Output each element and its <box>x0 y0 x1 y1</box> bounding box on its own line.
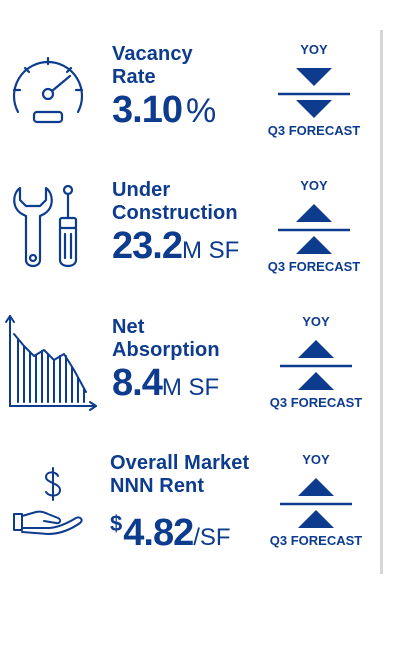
yoy-label: YOY <box>300 42 328 57</box>
yoy-up-arrow <box>298 478 334 496</box>
metric-under-construction: Under Construction 23.2M SF YOY Q3 FOREC… <box>0 174 378 284</box>
forecast-up-arrow <box>298 510 334 528</box>
yoy-label: YOY <box>302 314 330 329</box>
yoy-label: YOY <box>300 178 328 193</box>
metric-net-absorption: Net Absorption 8.4M SF YOY Q3 FORECAST <box>0 310 378 420</box>
forecast-label: Q3 FORECAST <box>269 533 363 548</box>
metric-label-line1: Overall Market <box>110 452 250 474</box>
speedometer-icon <box>4 46 90 132</box>
forecast-label: Q3 FORECAST <box>267 259 361 274</box>
forecast-up-arrow <box>296 236 332 254</box>
trend-indicator: YOY Q3 FORECAST <box>266 314 366 410</box>
trend-indicator: YOY Q3 FORECAST <box>266 452 366 548</box>
dollar-hand-icon <box>4 460 90 540</box>
metric-value: 8.4 <box>112 362 163 404</box>
metric-text: Overall Market NNN Rent $4.82/SF <box>110 452 249 561</box>
yoy-down-arrow <box>296 68 332 86</box>
metric-value: 3.10 <box>112 89 183 131</box>
forecast-up-arrow <box>298 372 334 390</box>
metric-value-line: 23.2M SF <box>112 226 239 274</box>
metric-value-line: 3.10% <box>112 90 216 138</box>
forecast-label: Q3 FORECAST <box>267 123 361 138</box>
trend-arrows <box>280 478 352 528</box>
tools-icon <box>4 180 90 270</box>
yoy-label: YOY <box>302 452 330 467</box>
metric-text: Under Construction 23.2M SF <box>112 179 239 274</box>
trend-indicator: YOY Q3 FORECAST <box>264 178 364 274</box>
metric-unit: M SF <box>181 237 240 264</box>
metric-nnn-rent: Overall Market NNN Rent $4.82/SF YOY Q3 … <box>0 446 378 558</box>
metric-label-line2: NNN Rent <box>110 475 205 497</box>
vertical-divider <box>380 30 383 574</box>
metric-value-line: $4.82/SF <box>110 504 249 561</box>
trend-arrows <box>278 204 350 254</box>
bar-chart-icon <box>4 312 100 412</box>
metric-label-line1: Under <box>112 179 171 201</box>
forecast-label: Q3 FORECAST <box>269 395 363 410</box>
metric-value: 4.82 <box>123 512 194 554</box>
metric-text: Net Absorption 8.4M SF <box>112 316 220 411</box>
yoy-up-arrow <box>298 340 334 358</box>
metric-label-line2: Construction <box>112 202 238 224</box>
metric-currency-prefix: $ <box>110 511 123 536</box>
trend-arrows <box>280 340 352 390</box>
metric-value-line: 8.4M SF <box>112 363 220 411</box>
metric-unit: % <box>185 92 217 130</box>
metric-label-line2: Rate <box>112 66 156 88</box>
trend-arrows <box>278 68 350 118</box>
metric-unit: /SF <box>193 524 231 551</box>
metric-unit: M SF <box>161 374 220 401</box>
metric-label-line1: Vacancy <box>112 43 193 65</box>
metric-text: Vacancy Rate 3.10% <box>112 43 216 138</box>
metric-value: 23.2 <box>112 225 183 267</box>
metric-label-line1: Net <box>112 316 145 338</box>
metric-label-line2: Absorption <box>112 339 220 361</box>
trend-indicator: YOY Q3 FORECAST <box>264 42 364 138</box>
yoy-up-arrow <box>296 204 332 222</box>
forecast-down-arrow <box>296 100 332 118</box>
metric-vacancy-rate: Vacancy Rate 3.10% YOY Q3 FORECAST <box>0 38 378 148</box>
